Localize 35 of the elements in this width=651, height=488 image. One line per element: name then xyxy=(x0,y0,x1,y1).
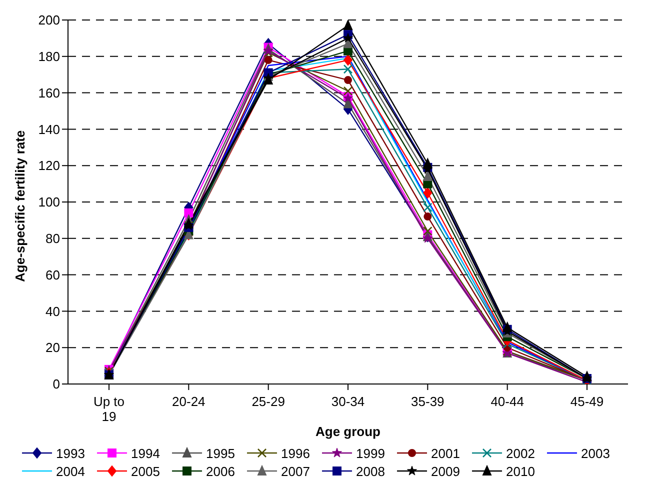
legend-label: 2008 xyxy=(356,464,385,478)
y-tick-label: 120 xyxy=(38,158,60,174)
x-tick-label: 30-34 xyxy=(331,394,365,409)
y-tick-label: 100 xyxy=(38,194,60,210)
y-tick-label: 180 xyxy=(38,49,60,64)
legend-label: 2006 xyxy=(206,464,235,478)
legend-label: 2002 xyxy=(506,446,535,460)
y-tick-label: 40 xyxy=(46,304,60,319)
x-tick-label: 45-49 xyxy=(570,394,604,409)
y-tick-label: 200 xyxy=(38,12,60,28)
legend-label: 1993 xyxy=(56,446,85,460)
legend-label: 2009 xyxy=(431,464,460,478)
legend-label: 2005 xyxy=(131,464,160,478)
x-axis-title: Age group xyxy=(316,424,381,439)
legend-label: 1994 xyxy=(131,446,160,460)
legend-label: 2003 xyxy=(581,446,610,460)
legend-label: 1999 xyxy=(356,446,385,460)
x-tick-label: 35-39 xyxy=(411,394,444,409)
legend-label: 2004 xyxy=(56,464,85,478)
y-tick-label: 0 xyxy=(52,376,60,392)
legend-label: 2007 xyxy=(281,464,310,478)
y-tick-label: 60 xyxy=(46,267,60,282)
legend-label: 1996 xyxy=(281,446,310,460)
legend-label: 2001 xyxy=(431,446,460,460)
y-tick-label: 160 xyxy=(38,85,60,100)
x-tick-label: Up to 19 xyxy=(93,394,125,424)
x-tick-label: 25-29 xyxy=(252,394,285,409)
x-tick-label: 20-24 xyxy=(172,394,206,409)
y-tick-label: 140 xyxy=(38,122,60,137)
y-tick-label: 80 xyxy=(46,231,60,246)
y-axis-title: Age-specific fertility rate xyxy=(12,130,28,282)
y-tick-label: 20 xyxy=(46,340,60,356)
legend-label: 1995 xyxy=(206,446,235,460)
legend-label: 2010 xyxy=(506,464,535,478)
x-tick-label: 40-44 xyxy=(490,394,524,409)
